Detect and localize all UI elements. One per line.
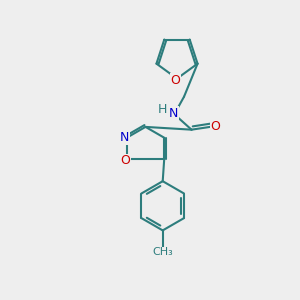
Text: O: O (171, 74, 180, 87)
Text: CH₃: CH₃ (152, 247, 173, 257)
Text: N: N (169, 107, 178, 120)
Text: H: H (158, 103, 167, 116)
Text: O: O (211, 120, 220, 133)
Text: O: O (120, 154, 130, 167)
Text: N: N (120, 131, 129, 144)
